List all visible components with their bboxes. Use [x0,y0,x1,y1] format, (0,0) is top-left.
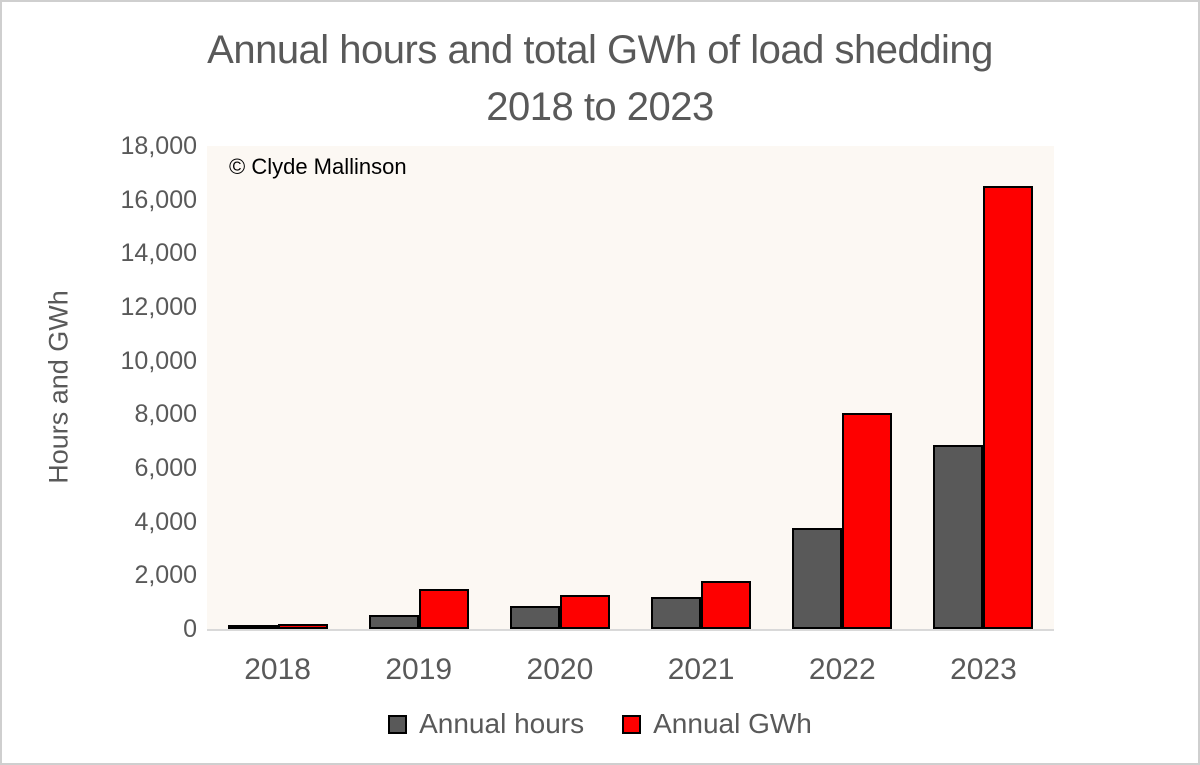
y-tick-10-000: 10,000 [120,346,197,375]
bar-annual-gwh-2022 [842,413,893,629]
bar-group-2023 [913,146,1054,629]
y-tick-4-000: 4,000 [134,507,197,536]
bar-annual-hours-2019 [368,614,419,629]
bar-annual-hours-2018 [227,624,278,629]
y-tick-12-000: 12,000 [120,293,197,322]
x-label-2021: 2021 [667,653,735,686]
bar-annual-hours-2021 [651,597,702,629]
bar-annual-gwh-2018 [277,623,328,629]
legend-item-annual-hours: Annual hours [388,708,584,740]
legend-swatch-annual-gwh [622,714,642,734]
y-axis-tick-labels: 0 2,000 4,000 6,000 8,000 10,000 12,000 14,000 1… [62,132,197,643]
y-tick-18-000: 18,000 [120,132,197,160]
bar-annual-gwh-2020 [559,595,610,629]
legend: Annual hours Annual GWh [2,708,1198,740]
y-tick-16-000: 16,000 [120,185,197,214]
bar-group-2021 [631,146,772,629]
copyright-note: © Clyde Mallinson [229,154,407,179]
bar-annual-hours-2023 [933,445,984,629]
x-label-2022: 2022 [808,653,876,686]
chart-title-line1: Annual hours and total GWh of load shedd… [207,28,993,72]
bar-annual-hours-2020 [509,606,560,629]
y-tick-14-000: 14,000 [120,239,197,268]
bar-group-2022 [772,146,913,629]
legend-swatch-annual-hours [388,714,408,734]
chart-title-line2: 2018 to 2023 [486,85,714,129]
plot-area: © Clyde Mallinson [207,146,1054,631]
bar-annual-hours-2022 [792,527,843,629]
x-label-2023: 2023 [950,653,1017,686]
legend-label-annual-hours: Annual hours [419,708,585,739]
y-tick-6-000: 6,000 [134,454,197,483]
legend-item-annual-gwh: Annual GWh [622,708,812,740]
bar-group-2018 [207,146,348,629]
x-axis-labels: 2018 2019 2020 2021 2022 2023 [207,652,1054,688]
chart-title: Annual hours and total GWh of load shedd… [2,22,1198,136]
bar-annual-gwh-2019 [418,588,469,629]
x-label-2018: 2018 [244,653,311,686]
x-label-2020: 2020 [526,653,594,686]
bar-annual-gwh-2021 [701,581,752,629]
bar-group-2020 [489,146,630,629]
y-tick-8-000: 8,000 [134,400,197,429]
bar-annual-gwh-2023 [983,186,1034,629]
y-tick-0: 0 [183,615,197,643]
y-tick-2-000: 2,000 [134,561,197,590]
legend-label-annual-gwh: Annual GWh [653,708,812,739]
x-label-2019: 2019 [385,653,453,686]
bar-group-2019 [348,146,489,629]
bar-groups [207,146,1054,629]
